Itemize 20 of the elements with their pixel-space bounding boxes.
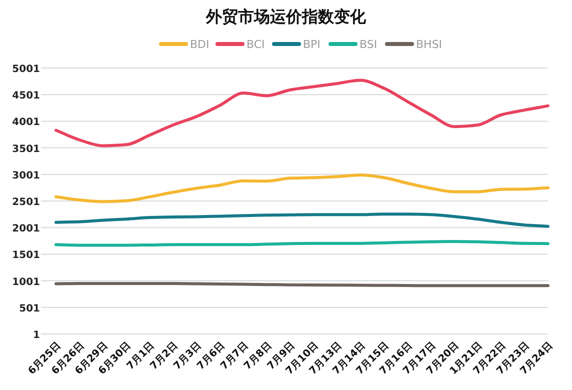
legend-label: BPI — [303, 38, 320, 51]
y-tick-label: 3501 — [12, 144, 40, 155]
legend-label: BSI — [360, 38, 378, 51]
y-tick-label: 1 — [33, 330, 40, 341]
legend-label: BHSI — [416, 38, 442, 51]
line-series — [54, 78, 550, 148]
y-tick-label: 2501 — [12, 197, 40, 208]
y-tick-label: 2001 — [12, 224, 40, 235]
y-tick-label: 3001 — [12, 170, 40, 182]
legend-label: BDI — [190, 38, 210, 51]
y-tick-label: 4501 — [12, 90, 40, 102]
legend-label: BCI — [246, 38, 265, 51]
y-tick-label: 501 — [19, 303, 40, 314]
line-series — [54, 212, 550, 228]
chart-title: 外贸市场运价指数变化 — [205, 7, 367, 26]
y-tick-label: 1001 — [12, 276, 40, 288]
y-tick-label: 1501 — [12, 250, 40, 262]
line-series — [54, 173, 550, 204]
y-tick-label: 4001 — [12, 117, 40, 128]
y-tick-label: 5001 — [12, 64, 40, 75]
